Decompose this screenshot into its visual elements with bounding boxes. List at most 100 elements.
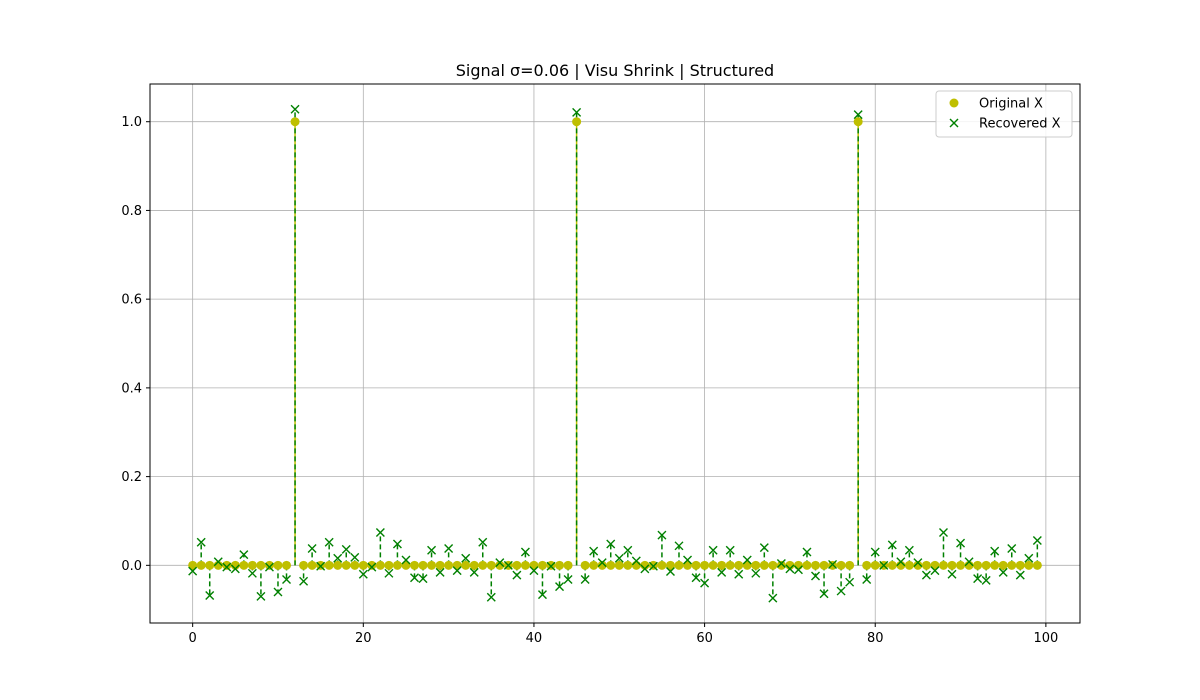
original-point	[358, 560, 368, 570]
original-point	[597, 560, 607, 570]
recovered-point	[350, 552, 360, 562]
original-point	[333, 560, 343, 570]
original-point	[273, 560, 283, 570]
original-point	[751, 560, 761, 570]
original-point	[435, 560, 445, 570]
original-point	[623, 560, 633, 570]
original-point	[1007, 560, 1017, 570]
recovered-point	[947, 569, 957, 579]
recovered-point	[640, 564, 650, 574]
recovered-point	[1032, 535, 1042, 545]
recovered-point	[512, 570, 522, 580]
original-point	[836, 560, 846, 570]
legend-recovered-marker	[949, 118, 959, 128]
recovered-point	[546, 561, 556, 571]
original-point	[520, 560, 530, 570]
original-point	[981, 560, 991, 570]
original-point	[555, 560, 565, 570]
recovered-point	[913, 558, 923, 568]
recovered-point	[981, 575, 991, 585]
original-point	[580, 560, 590, 570]
recovered-point	[819, 589, 829, 599]
original-point	[375, 560, 385, 570]
original-point	[631, 560, 641, 570]
recovered-point	[444, 543, 454, 553]
original-point	[196, 560, 206, 570]
x-tick-label: 20	[355, 631, 372, 646]
original-point	[444, 560, 454, 570]
y-tick-label: 0.4	[121, 381, 142, 396]
recovered-x-series	[188, 104, 1042, 603]
legend-recovered-label: Recovered X	[979, 117, 1061, 132]
recovered-point	[964, 557, 974, 567]
original-point	[862, 560, 872, 570]
recovered-point	[273, 587, 283, 597]
recovered-point	[853, 110, 863, 120]
original-point	[205, 560, 215, 570]
original-point	[990, 560, 1000, 570]
legend-box	[935, 90, 1073, 138]
original-point	[614, 560, 624, 570]
original-point	[290, 117, 300, 127]
original-point	[282, 560, 292, 570]
original-point	[478, 560, 488, 570]
recovered-point	[537, 590, 547, 600]
recovered-point	[793, 565, 803, 575]
recovered-point	[222, 562, 232, 572]
original-point	[998, 560, 1008, 570]
original-point	[1024, 560, 1034, 570]
recovered-point	[828, 559, 838, 569]
recovered-point	[759, 543, 769, 553]
recovered-point	[1015, 570, 1025, 580]
recovered-point	[665, 567, 675, 577]
original-point	[239, 560, 249, 570]
original-point	[341, 560, 351, 570]
recovered-point	[623, 545, 633, 555]
original-point	[307, 560, 317, 570]
recovered-point	[341, 544, 351, 554]
original-point	[367, 560, 377, 570]
recovered-point	[956, 538, 966, 548]
original-point	[461, 560, 471, 570]
original-point	[392, 560, 402, 570]
recovered-point	[384, 568, 394, 578]
recovered-point	[973, 574, 983, 584]
recovered-point	[358, 569, 368, 579]
y-tick-label: 0.0	[121, 559, 142, 574]
recovered-point	[375, 528, 385, 537]
recovered-point	[811, 571, 820, 581]
original-point	[427, 560, 437, 570]
recovered-point	[862, 575, 872, 585]
original-point	[938, 560, 948, 570]
recovered-point	[904, 545, 914, 555]
original-point	[418, 560, 428, 570]
recovered-point	[503, 560, 513, 570]
recovered-point	[990, 546, 1000, 556]
original-point	[845, 560, 855, 570]
recovered-point	[196, 537, 206, 547]
x-tick-label: 0	[189, 631, 197, 646]
original-point	[572, 117, 582, 127]
recovered-point	[845, 577, 855, 587]
recovered-point	[427, 545, 437, 555]
original-point	[324, 560, 334, 570]
recovered-point	[1024, 553, 1034, 563]
original-point	[887, 560, 897, 570]
recovered-point	[1007, 543, 1017, 553]
original-point	[495, 560, 505, 570]
recovered-point	[742, 555, 752, 565]
recovered-point	[896, 557, 906, 567]
recovered-point	[700, 578, 710, 588]
y-tick-label: 1.0	[121, 115, 142, 130]
original-point	[469, 560, 479, 570]
legend-original-marker	[949, 98, 959, 108]
recovered-point	[418, 574, 428, 584]
x-tick-label: 40	[526, 631, 543, 646]
recovered-point	[691, 573, 701, 583]
recovered-point	[725, 545, 735, 555]
original-point	[1015, 560, 1025, 570]
original-point	[819, 560, 829, 570]
recovered-point	[921, 570, 931, 580]
original-point	[793, 560, 803, 570]
recovered-point	[282, 575, 292, 585]
